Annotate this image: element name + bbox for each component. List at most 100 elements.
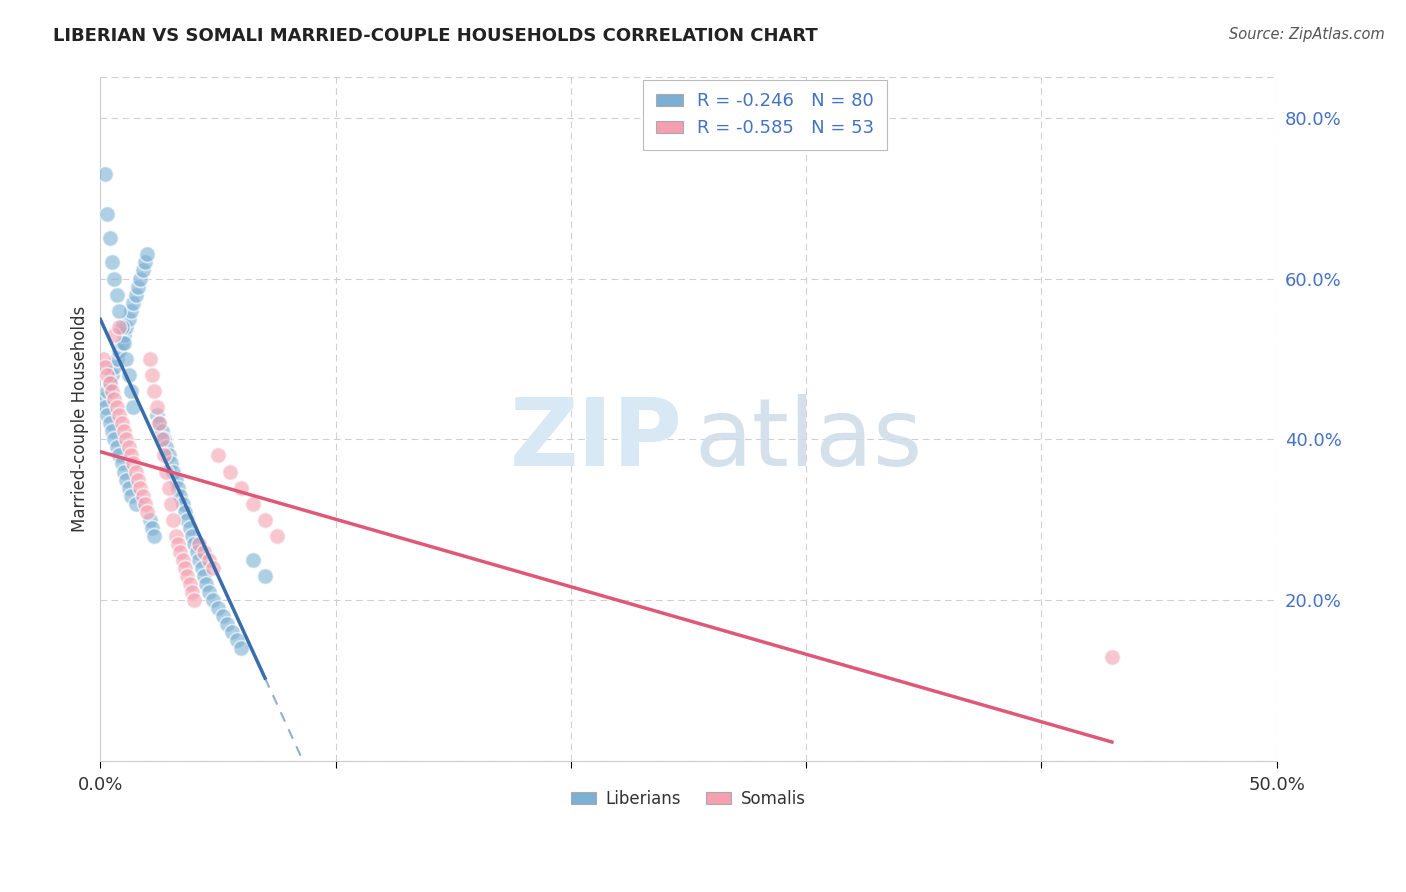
Point	[193, 569, 215, 583]
Point	[176, 513, 198, 527]
Point	[169, 489, 191, 503]
Point	[127, 473, 149, 487]
Point	[202, 593, 225, 607]
Point	[181, 529, 204, 543]
Point	[108, 319, 131, 334]
Point	[207, 601, 229, 615]
Point	[160, 497, 183, 511]
Point	[98, 417, 121, 431]
Point	[101, 425, 124, 439]
Point	[131, 489, 153, 503]
Point	[117, 481, 139, 495]
Point	[129, 271, 152, 285]
Point	[101, 368, 124, 382]
Point	[253, 569, 276, 583]
Point	[96, 384, 118, 398]
Point	[141, 521, 163, 535]
Point	[124, 465, 146, 479]
Point	[167, 481, 190, 495]
Point	[172, 553, 194, 567]
Point	[115, 319, 138, 334]
Point	[231, 481, 253, 495]
Point	[91, 392, 114, 406]
Point	[136, 247, 159, 261]
Point	[96, 409, 118, 423]
Point	[266, 529, 288, 543]
Point	[108, 343, 131, 358]
Point	[188, 537, 211, 551]
Point	[218, 465, 240, 479]
Point	[101, 384, 124, 398]
Point	[174, 505, 197, 519]
Point	[172, 497, 194, 511]
Point	[181, 585, 204, 599]
Point	[157, 449, 180, 463]
Point	[120, 384, 142, 398]
Point	[115, 433, 138, 447]
Point	[157, 481, 180, 495]
Point	[150, 433, 173, 447]
Point	[124, 287, 146, 301]
Point	[207, 449, 229, 463]
Point	[94, 400, 117, 414]
Point	[96, 207, 118, 221]
Point	[122, 400, 145, 414]
Text: Source: ZipAtlas.com: Source: ZipAtlas.com	[1229, 27, 1385, 42]
Point	[127, 279, 149, 293]
Point	[98, 231, 121, 245]
Point	[117, 368, 139, 382]
Point	[148, 417, 170, 431]
Point	[115, 473, 138, 487]
Point	[98, 376, 121, 390]
Point	[179, 577, 201, 591]
Point	[150, 425, 173, 439]
Point	[98, 376, 121, 390]
Legend: Liberians, Somalis: Liberians, Somalis	[564, 783, 813, 814]
Point	[122, 295, 145, 310]
Point	[188, 553, 211, 567]
Point	[94, 359, 117, 374]
Point	[153, 449, 176, 463]
Point	[155, 441, 177, 455]
Point	[115, 351, 138, 366]
Point	[197, 585, 219, 599]
Point	[139, 351, 162, 366]
Point	[242, 553, 264, 567]
Point	[1101, 649, 1123, 664]
Point	[202, 561, 225, 575]
Point	[91, 351, 114, 366]
Point	[94, 167, 117, 181]
Point	[179, 521, 201, 535]
Point	[112, 465, 135, 479]
Point	[134, 497, 156, 511]
Point	[143, 384, 166, 398]
Point	[103, 359, 125, 374]
Point	[139, 513, 162, 527]
Point	[110, 417, 132, 431]
Point	[242, 497, 264, 511]
Point	[146, 409, 169, 423]
Point	[105, 400, 128, 414]
Point	[96, 368, 118, 382]
Point	[225, 633, 247, 648]
Point	[105, 441, 128, 455]
Point	[221, 625, 243, 640]
Point	[136, 505, 159, 519]
Point	[110, 457, 132, 471]
Point	[124, 497, 146, 511]
Point	[146, 400, 169, 414]
Point	[110, 319, 132, 334]
Point	[120, 303, 142, 318]
Point	[253, 513, 276, 527]
Point	[190, 561, 212, 575]
Point	[160, 457, 183, 471]
Point	[197, 553, 219, 567]
Point	[103, 327, 125, 342]
Point	[193, 545, 215, 559]
Point	[162, 513, 184, 527]
Point	[186, 545, 208, 559]
Text: LIBERIAN VS SOMALI MARRIED-COUPLE HOUSEHOLDS CORRELATION CHART: LIBERIAN VS SOMALI MARRIED-COUPLE HOUSEH…	[53, 27, 818, 45]
Point	[134, 255, 156, 269]
Point	[162, 465, 184, 479]
Point	[176, 569, 198, 583]
